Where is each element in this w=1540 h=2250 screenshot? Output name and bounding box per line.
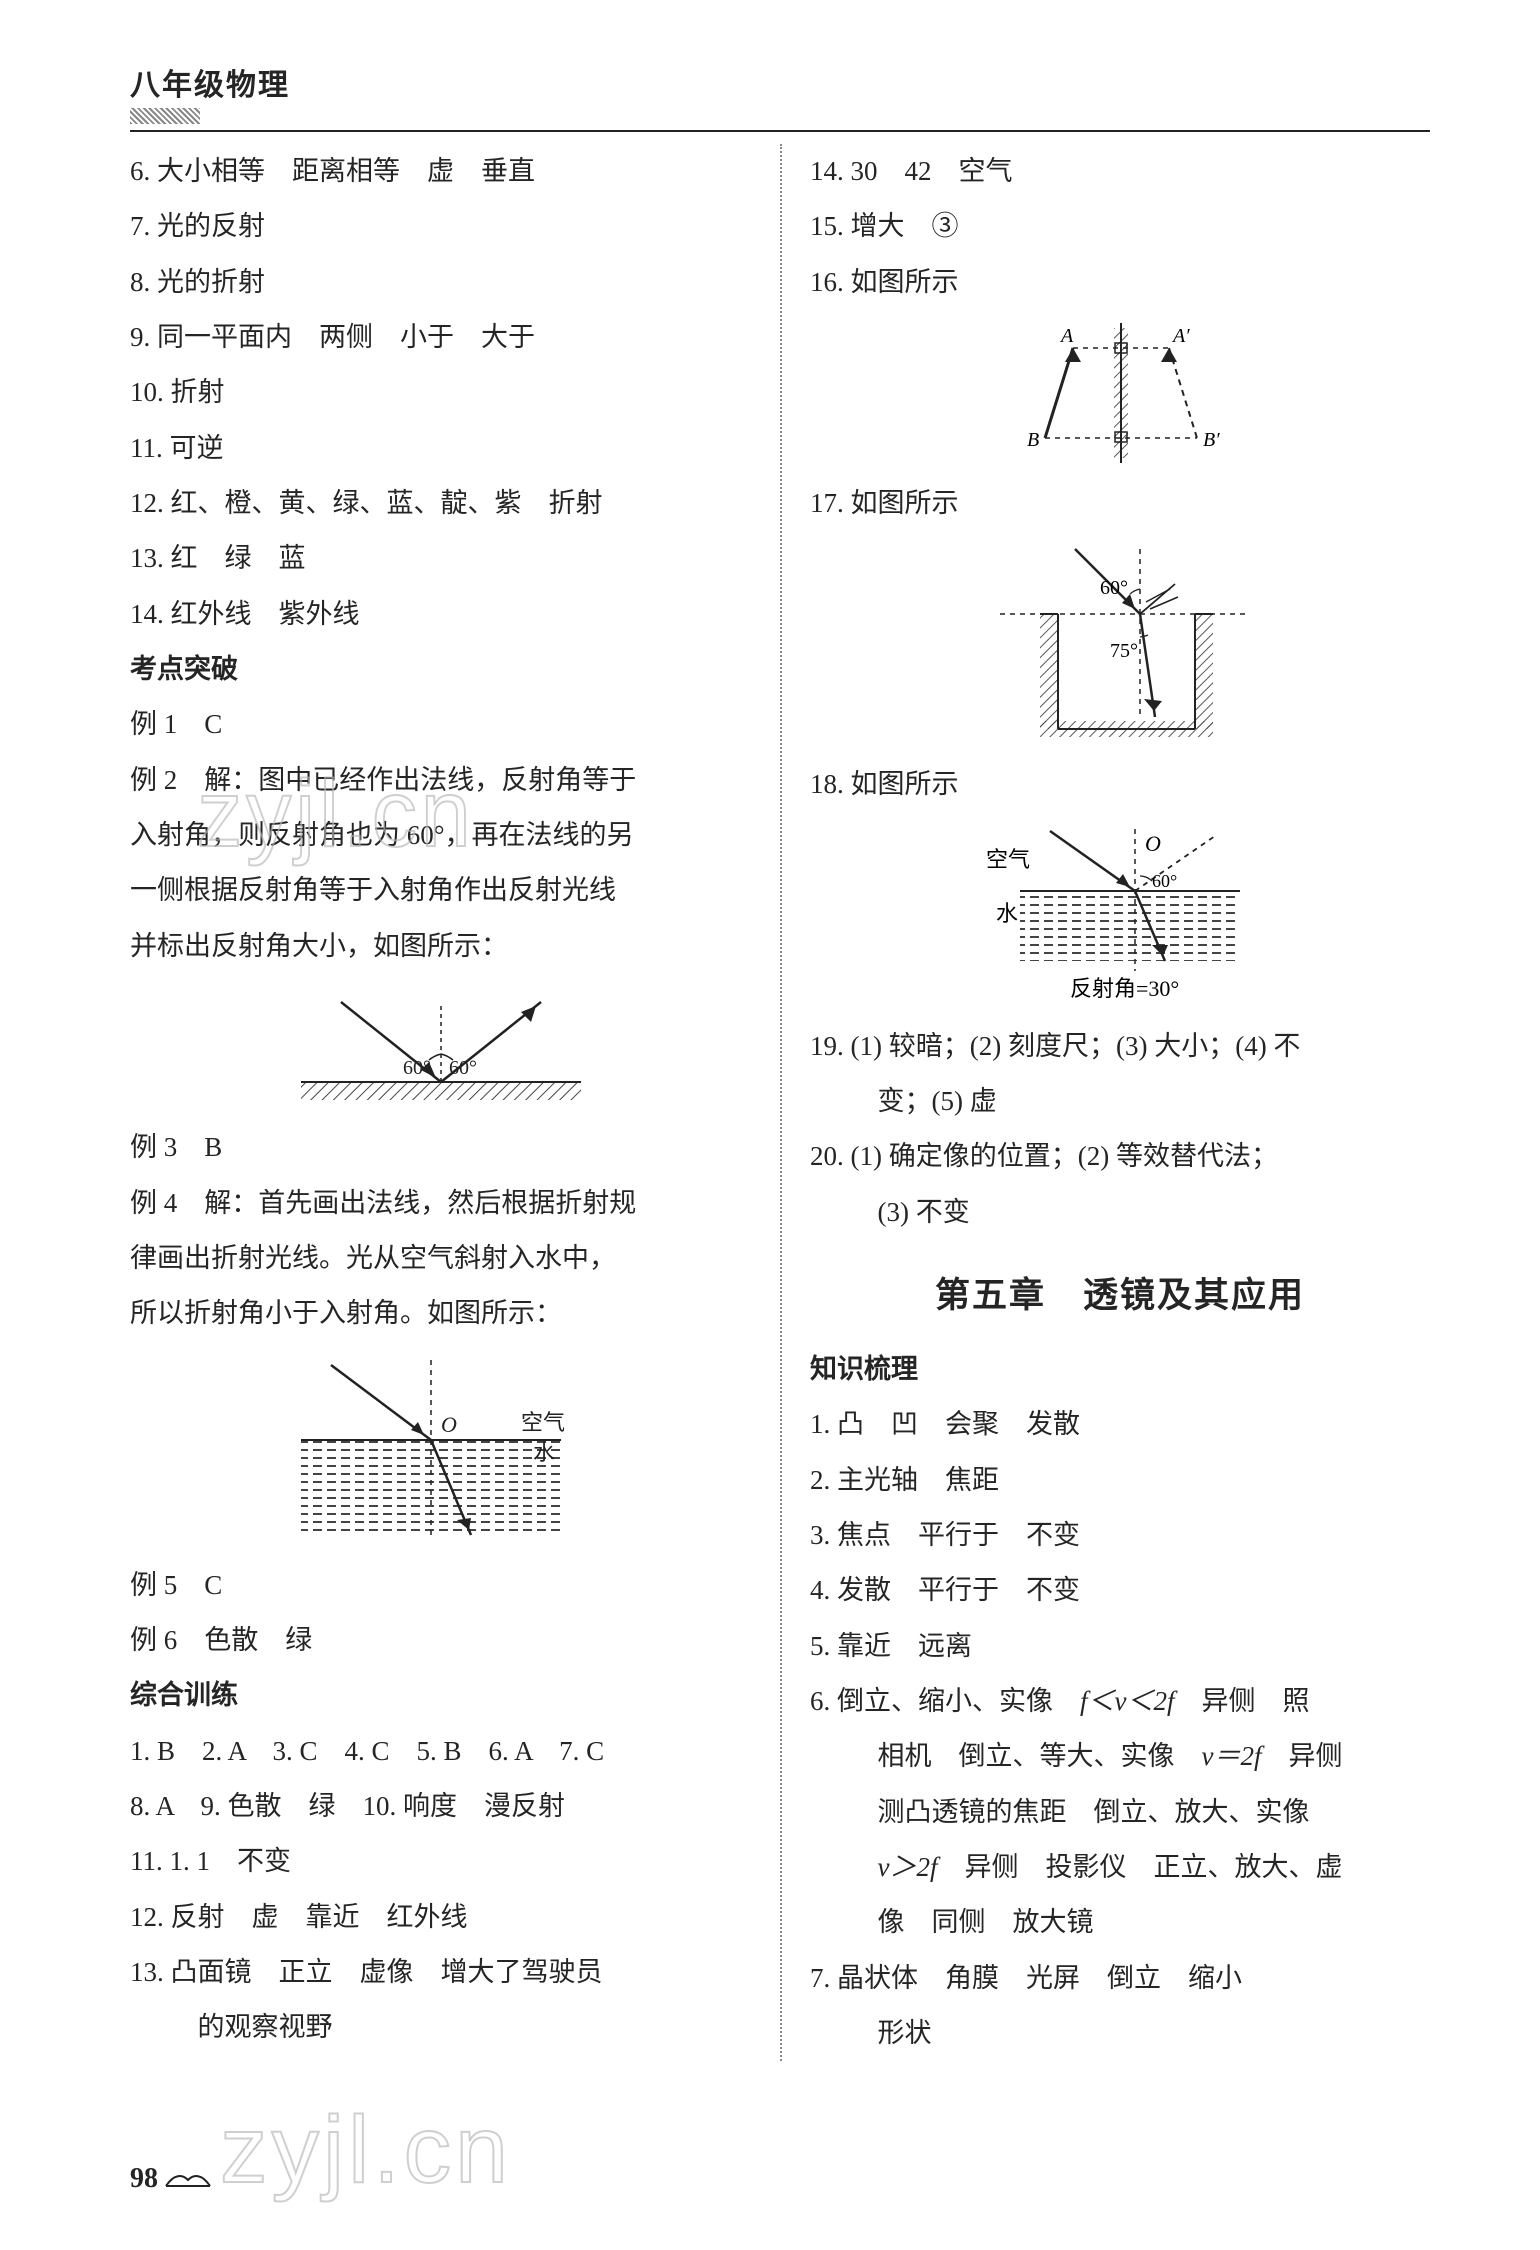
mirror-image-diagram: A A′ B B′ — [1005, 318, 1235, 468]
section-kaodian: 考点突破 — [130, 642, 752, 697]
k6d-f: v＞2f — [878, 1852, 938, 1882]
example-2-line1: 例 2 解：图中已经作出法线，反射角等于 — [130, 753, 752, 808]
section-zonghe: 综合训练 — [130, 1668, 752, 1723]
r17: 17. 如图所示 — [810, 476, 1430, 531]
train-4: 12. 反射 虚 靠近 红外线 — [130, 1890, 752, 1945]
example-6: 例 6 色散 绿 — [130, 1613, 752, 1668]
k6d: 异侧 投影仪 正立、放大、虚 — [938, 1852, 1343, 1882]
header-title: 八年级物理 — [130, 60, 1430, 104]
lbl-air: 空气 — [986, 847, 1030, 872]
k6a: 6. 倒立、缩小、实像 — [810, 1686, 1080, 1716]
example-4-line1: 例 4 解：首先画出法线，然后根据折射规 — [130, 1176, 752, 1231]
item-8: 8. 光的折射 — [130, 255, 752, 310]
example-2-line4: 并标出反射角大小，如图所示： — [130, 919, 752, 974]
item-10: 10. 折射 — [130, 365, 752, 420]
k6-line4: v＞2f 异侧 投影仪 正立、放大、虚 — [810, 1840, 1430, 1895]
k4: 4. 发散 平行于 不变 — [810, 1563, 1430, 1618]
example-3: 例 3 B — [130, 1120, 752, 1175]
train-2: 8. A 9. 色散 绿 10. 响度 漫反射 — [130, 1779, 752, 1834]
r20a: 20. (1) 确定像的位置；(2) 等效替代法； — [810, 1129, 1430, 1184]
k6-line2: 相机 倒立、等大、实像 v＝2f 异侧 — [810, 1729, 1430, 1784]
reflection-diagram: 60° 60° — [281, 982, 601, 1112]
example-2-line3: 一侧根据反射角等于入射角作出反射光线 — [130, 863, 752, 918]
r16: 16. 如图所示 — [810, 255, 1430, 310]
k3: 3. 焦点 平行于 不变 — [810, 1508, 1430, 1563]
k2: 2. 主光轴 焦距 — [810, 1453, 1430, 1508]
example-2-line2: 入射角，则反射角也为 60°，再在法线的另 — [130, 808, 752, 863]
lbl-note: 反射角=30° — [1070, 976, 1179, 1001]
air-water-diagram: O 60° 空气 水 反射角=30° — [960, 821, 1280, 1011]
angle-left-label: 60° — [403, 1057, 431, 1079]
k6b: 相机 倒立、等大、实像 — [878, 1741, 1202, 1771]
air-label: 空气 — [521, 1410, 565, 1435]
item-12: 12. 红、橙、黄、绿、蓝、靛、紫 折射 — [130, 476, 752, 531]
lbl-Bp: B′ — [1203, 429, 1220, 451]
point-o-label: O — [441, 1412, 457, 1437]
lbl-B: B — [1027, 429, 1039, 451]
right-column: 14. 30 42 空气 15. 增大 ③ 16. 如图所示 — [780, 144, 1430, 2061]
k5: 5. 靠近 远离 — [810, 1619, 1430, 1674]
page-number-wrap: 98 — [130, 2163, 212, 2195]
k6-line5: 像 同侧 放大镜 — [810, 1895, 1430, 1950]
angle-right-label: 60° — [449, 1057, 477, 1079]
lbl-60: 60° — [1152, 871, 1177, 891]
lbl-water: 水 — [996, 901, 1018, 926]
k6b2: 异侧 — [1262, 1741, 1343, 1771]
k6b-f: v＝2f — [1202, 1741, 1262, 1771]
example-4-line2: 律画出折射光线。光从空气斜射入水中， — [130, 1231, 752, 1286]
train-5a: 13. 凸面镜 正立 虚像 增大了驾驶员 — [130, 1945, 752, 2000]
header-decoration — [130, 108, 200, 124]
item-14: 14. 红外线 紫外线 — [130, 587, 752, 642]
refraction-diagram: O 空气 水 — [271, 1350, 611, 1550]
left-column: 6. 大小相等 距离相等 虚 垂直 7. 光的反射 8. 光的折射 9. 同一平… — [130, 144, 780, 2061]
content-columns: 6. 大小相等 距离相等 虚 垂直 7. 光的反射 8. 光的折射 9. 同一平… — [130, 144, 1430, 2061]
r15: 15. 增大 ③ — [810, 199, 1430, 254]
item-13: 13. 红 绿 蓝 — [130, 531, 752, 586]
lbl-A: A — [1059, 325, 1074, 347]
k6a2: 异侧 照 — [1175, 1686, 1310, 1716]
section-zhishi: 知识梳理 — [810, 1342, 1430, 1397]
lbl-Ap: A′ — [1171, 325, 1190, 347]
r18: 18. 如图所示 — [810, 757, 1430, 812]
k7b: 形状 — [810, 2006, 1430, 2061]
k6a-f: f＜v＜2f — [1080, 1686, 1175, 1716]
k6-line3: 测凸透镜的焦距 倒立、放大、实像 — [810, 1785, 1430, 1840]
r20b: (3) 不变 — [810, 1185, 1430, 1240]
lbl-O: O — [1145, 831, 1161, 856]
example-5: 例 5 C — [130, 1558, 752, 1613]
item-11: 11. 可逆 — [130, 421, 752, 476]
k7a: 7. 晶状体 角膜 光屏 倒立 缩小 — [810, 1951, 1430, 2006]
page-header: 八年级物理 — [130, 60, 1430, 132]
r19a: 19. (1) 较暗；(2) 刻度尺；(3) 大小；(4) 不 — [810, 1019, 1430, 1074]
container-refraction-diagram: 60° 75° — [970, 539, 1270, 749]
page-number: 98 — [130, 2163, 158, 2195]
k6-line1: 6. 倒立、缩小、实像 f＜v＜2f 异侧 照 — [810, 1674, 1430, 1729]
example-1: 例 1 C — [130, 697, 752, 752]
r19b: 变；(5) 虚 — [810, 1074, 1430, 1129]
train-5b: 的观察视野 — [130, 2000, 752, 2055]
chapter-title: 第五章 透镜及其应用 — [810, 1260, 1430, 1332]
item-6: 6. 大小相等 距离相等 虚 垂直 — [130, 144, 752, 199]
water-label: 水 — [533, 1440, 555, 1465]
book-icon — [164, 2168, 212, 2190]
item-9: 9. 同一平面内 两侧 小于 大于 — [130, 310, 752, 365]
k1: 1. 凸 凹 会聚 发散 — [810, 1397, 1430, 1452]
item-7: 7. 光的反射 — [130, 199, 752, 254]
r14: 14. 30 42 空气 — [810, 144, 1430, 199]
angle-75: 75° — [1110, 640, 1138, 662]
angle-60: 60° — [1100, 577, 1128, 599]
example-4-line3: 所以折射角小于入射角。如图所示： — [130, 1286, 752, 1341]
train-3: 11. 1. 1 不变 — [130, 1834, 752, 1889]
train-1: 1. B 2. A 3. C 4. C 5. B 6. A 7. C — [130, 1724, 752, 1779]
